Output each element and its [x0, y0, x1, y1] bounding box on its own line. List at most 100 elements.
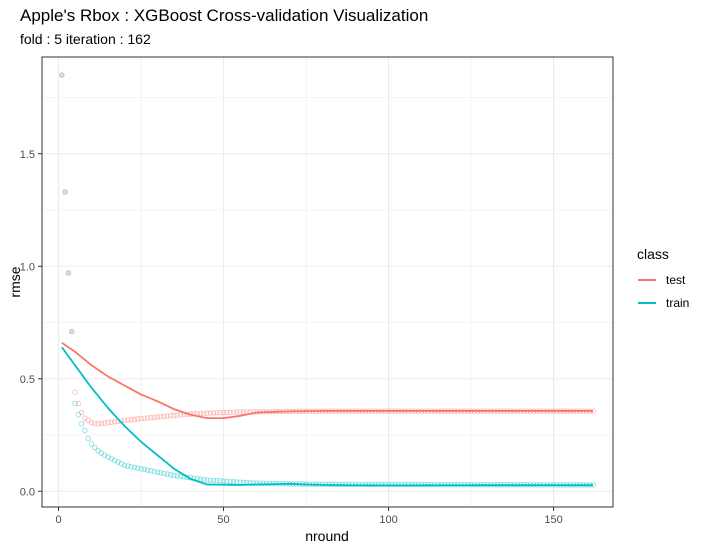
test-point: [75, 400, 82, 407]
test-point: [121, 417, 128, 424]
test-point: [148, 414, 154, 421]
test-point: [108, 419, 115, 425]
train-point: [164, 471, 171, 477]
train-point: [224, 478, 230, 485]
test-point: [131, 416, 138, 423]
train-point: [161, 470, 167, 477]
train-point: [154, 469, 161, 475]
test-line: [61, 342, 594, 420]
train-point: [220, 478, 227, 484]
train-point: [82, 427, 88, 434]
points-layer: [59, 72, 596, 488]
train-point: [257, 480, 263, 486]
test-point: [217, 409, 223, 416]
test-point: [161, 413, 167, 420]
test-point: [88, 419, 95, 426]
train-point: [108, 455, 115, 462]
test-point: [220, 409, 227, 416]
test-point: [164, 413, 171, 419]
early-point: [65, 270, 72, 276]
test-point: [207, 410, 214, 416]
test-point: [134, 416, 141, 422]
test-point: [141, 415, 148, 422]
train-point: [98, 450, 105, 456]
test-point: [158, 413, 164, 420]
x-tick-label: 0: [55, 514, 61, 526]
train-point: [148, 468, 154, 474]
train-point: [105, 454, 111, 460]
test-point: [78, 409, 85, 416]
test-point: [233, 409, 240, 415]
test-point: [125, 417, 131, 423]
grid-layer: [42, 57, 613, 507]
train-point: [144, 467, 151, 473]
train-point: [174, 473, 181, 479]
train-point: [101, 452, 108, 459]
train-point: [217, 478, 223, 484]
train-point: [138, 466, 144, 472]
train-point: [207, 477, 214, 483]
train-point: [125, 463, 131, 469]
test-point: [85, 417, 91, 424]
test-point: [92, 420, 98, 426]
train-point: [92, 444, 98, 451]
test-point: [154, 414, 161, 420]
train-point: [171, 472, 177, 479]
early-point: [68, 328, 75, 335]
train-point: [85, 435, 91, 442]
train-point: [177, 473, 184, 480]
train-point: [214, 477, 220, 484]
test-point: [174, 412, 181, 418]
test-point: [230, 409, 237, 415]
test-point: [177, 412, 184, 418]
test-point: [214, 410, 220, 416]
early-point: [59, 72, 65, 78]
x-tick-label: 150: [544, 514, 562, 526]
x-tick-label: 100: [379, 514, 397, 526]
train-point: [115, 459, 121, 465]
test-point: [224, 409, 230, 416]
legend-label-train: train: [666, 296, 689, 310]
test-point: [138, 415, 144, 422]
train-point: [158, 470, 164, 476]
test-point: [171, 412, 177, 419]
train-point: [111, 457, 118, 464]
test-point: [197, 410, 204, 417]
train-point: [72, 400, 78, 407]
test-point: [82, 415, 88, 421]
early-point: [62, 189, 68, 195]
x-axis-title: nround: [305, 528, 349, 544]
train-point: [75, 412, 82, 418]
legend-item-test: test: [638, 273, 686, 287]
chart-title: Apple's Rbox : XGBoost Cross-validation …: [20, 6, 429, 25]
train-point: [210, 477, 217, 484]
test-point: [237, 409, 243, 415]
legend-title: class: [637, 246, 669, 262]
train-point: [167, 472, 174, 478]
train-point: [227, 478, 233, 485]
train-point: [260, 480, 266, 487]
test-point: [95, 421, 101, 427]
test-point: [72, 389, 78, 396]
chart-subtitle: fold : 5 iteration : 162: [20, 31, 151, 47]
test-point: [204, 410, 210, 416]
y-tick-label: 0.5: [20, 374, 35, 386]
x-tick-label: 50: [217, 514, 229, 526]
train-point: [131, 464, 138, 471]
train-point: [118, 460, 124, 467]
train-point: [200, 476, 207, 483]
train-point: [204, 477, 210, 483]
test-point: [227, 409, 233, 416]
train-point: [95, 448, 101, 454]
legend-label-test: test: [666, 273, 686, 287]
y-axis-title: rmse: [7, 266, 23, 297]
y-tick-label: 0.0: [20, 486, 35, 498]
train-point: [253, 480, 260, 486]
legend-item-train: train: [638, 296, 689, 310]
test-point: [101, 420, 108, 426]
y-tick-label: 1.5: [20, 149, 35, 161]
y-tick-label: 1.0: [20, 261, 35, 273]
test-point: [210, 410, 217, 416]
panel-border: [41, 56, 614, 508]
